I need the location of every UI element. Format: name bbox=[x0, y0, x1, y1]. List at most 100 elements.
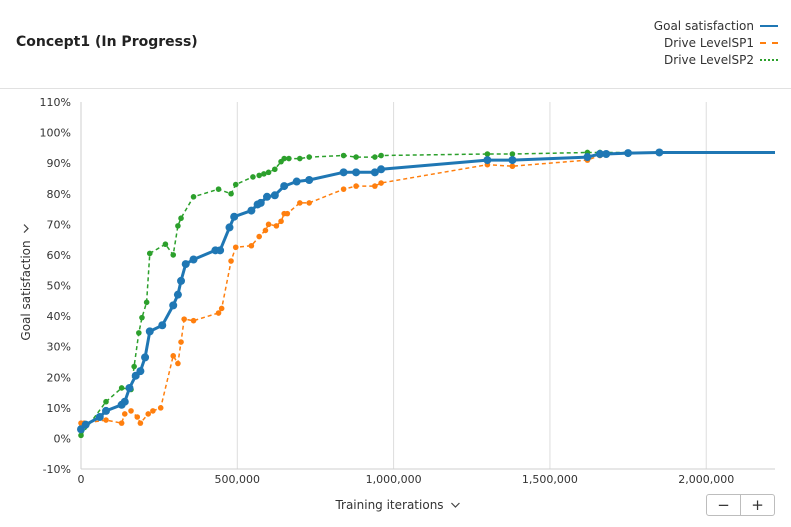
page-title: Concept1 (In Progress) bbox=[16, 34, 198, 50]
data-point-goal bbox=[102, 406, 111, 415]
data-point-sp1 bbox=[190, 317, 197, 324]
x-tick-label: 500,000 bbox=[215, 473, 261, 486]
data-point-goal bbox=[141, 353, 150, 362]
data-point-goal bbox=[181, 260, 190, 269]
x-tick-label: 1,500,000 bbox=[522, 473, 578, 486]
x-tick-label: 0 bbox=[78, 473, 85, 486]
data-point-goal bbox=[177, 276, 186, 285]
data-point-sp2 bbox=[178, 215, 184, 222]
series-line-sp1 bbox=[81, 151, 775, 424]
data-point-sp2 bbox=[131, 363, 137, 370]
data-point-sp1 bbox=[297, 200, 303, 206]
data-point-sp1 bbox=[284, 210, 291, 217]
x-axis-title[interactable]: Training iterations bbox=[335, 498, 460, 512]
data-point-goal bbox=[216, 246, 225, 255]
data-point-goal bbox=[169, 301, 178, 310]
data-point-sp1 bbox=[103, 417, 109, 423]
chevron-down-icon bbox=[451, 502, 460, 508]
data-point-sp2 bbox=[261, 171, 267, 177]
series-line-goal bbox=[79, 151, 775, 431]
data-point-sp2 bbox=[146, 250, 153, 257]
legend-label-goal: Goal satisfaction bbox=[653, 18, 754, 33]
y-tick-label: -10% bbox=[43, 463, 71, 476]
data-point-sp2 bbox=[215, 186, 222, 192]
data-point-sp2 bbox=[118, 385, 125, 391]
data-point-goal bbox=[145, 327, 154, 336]
data-point-sp1 bbox=[306, 200, 313, 206]
data-point-goal bbox=[583, 153, 592, 162]
legend-swatch-sp1 bbox=[760, 41, 778, 44]
data-point-goal bbox=[230, 212, 239, 221]
data-point-goal bbox=[120, 397, 129, 406]
data-point-sp2 bbox=[250, 174, 256, 180]
data-point-sp1 bbox=[353, 183, 359, 189]
axis-layer: -10% 0% 10% 20% 30% 40% 50% 60% 70% 80% 90% 100% 110… bbox=[40, 96, 775, 486]
data-point-sp1 bbox=[118, 420, 125, 426]
data-point-sp2 bbox=[509, 151, 516, 157]
data-point-goal bbox=[263, 192, 272, 201]
data-point-goal bbox=[270, 191, 279, 200]
data-point-sp2 bbox=[139, 314, 145, 321]
data-point-sp1 bbox=[181, 316, 187, 322]
data-point-sp1 bbox=[262, 227, 269, 234]
legend-swatch-goal bbox=[760, 24, 778, 27]
data-point-goal bbox=[602, 149, 611, 158]
legend-item-sp1[interactable]: Drive LevelSP1 bbox=[654, 34, 778, 51]
data-point-sp2 bbox=[162, 241, 169, 248]
data-point-sp2 bbox=[190, 194, 197, 200]
data-point-sp1 bbox=[150, 408, 156, 414]
data-point-sp2 bbox=[281, 155, 287, 162]
data-point-sp2 bbox=[78, 432, 84, 439]
y-tick-label: 40% bbox=[47, 310, 71, 323]
data-point-goal bbox=[508, 156, 517, 165]
data-point-sp2 bbox=[272, 166, 278, 173]
y-tick-label: 20% bbox=[47, 371, 71, 384]
data-point-goal bbox=[158, 321, 167, 330]
data-point-goal bbox=[483, 156, 492, 165]
data-point-sp1 bbox=[137, 420, 144, 426]
data-point-sp1 bbox=[256, 233, 262, 240]
data-point-sp2 bbox=[103, 398, 109, 405]
data-point-sp1 bbox=[145, 411, 152, 417]
x-tick-label: 1,000,000 bbox=[366, 473, 422, 486]
y-tick-label: 0% bbox=[54, 432, 71, 445]
data-point-goal bbox=[377, 165, 386, 174]
legend-swatch-sp2 bbox=[760, 58, 778, 61]
chart-header: Concept1 (In Progress) Goal satisfaction… bbox=[0, 0, 791, 88]
data-point-sp1 bbox=[340, 186, 347, 192]
data-point-sp1 bbox=[378, 180, 384, 186]
data-point-goal bbox=[595, 149, 604, 158]
zoom-in-button[interactable]: + bbox=[740, 495, 774, 515]
data-point-goal bbox=[189, 255, 198, 264]
data-point-sp2 bbox=[484, 151, 491, 157]
y-tick-label: 90% bbox=[47, 157, 71, 170]
data-point-sp1 bbox=[278, 218, 284, 225]
data-point-sp2 bbox=[175, 223, 181, 229]
data-point-goal bbox=[95, 413, 104, 422]
data-point-sp1 bbox=[178, 339, 184, 345]
data-point-sp2 bbox=[378, 152, 384, 159]
y-tick-label: 70% bbox=[47, 218, 71, 231]
data-point-goal bbox=[280, 182, 289, 191]
x-axis-label: Training iterations bbox=[335, 498, 444, 512]
legend-item-sp2[interactable]: Drive LevelSP2 bbox=[654, 51, 778, 68]
data-point-goal bbox=[370, 168, 379, 177]
data-point-sp1 bbox=[175, 360, 181, 367]
data-point-sp2 bbox=[256, 172, 262, 179]
data-point-sp1 bbox=[215, 310, 222, 316]
data-point-goal bbox=[256, 198, 265, 207]
data-point-sp1 bbox=[218, 305, 225, 312]
y-tick-label: 80% bbox=[47, 188, 71, 201]
data-point-goal bbox=[352, 168, 361, 177]
chevron-down-icon bbox=[23, 223, 29, 233]
y-axis-label: Goal satisfaction bbox=[19, 240, 33, 341]
data-point-sp2 bbox=[297, 155, 303, 162]
y-axis-title[interactable]: Goal satisfaction bbox=[19, 223, 33, 341]
data-point-sp1 bbox=[509, 163, 516, 170]
y-tick-label: 30% bbox=[47, 341, 71, 354]
data-point-sp1 bbox=[121, 411, 128, 417]
y-tick-label: 110% bbox=[40, 96, 71, 109]
legend-item-goal[interactable]: Goal satisfaction bbox=[654, 17, 778, 34]
zoom-out-button[interactable]: − bbox=[717, 496, 730, 514]
y-tick-label: 100% bbox=[40, 127, 71, 140]
